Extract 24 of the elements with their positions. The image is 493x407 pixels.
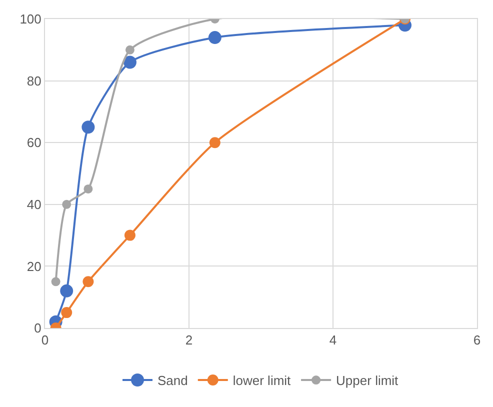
legend-label: Sand	[158, 373, 188, 388]
x-tick-label: 4	[329, 332, 337, 348]
point	[123, 56, 136, 69]
point	[60, 284, 74, 298]
point	[125, 45, 134, 54]
point	[62, 200, 72, 209]
y-tick-label: 20	[26, 258, 42, 274]
point	[124, 230, 136, 241]
point	[51, 277, 60, 286]
y-tick-label: 60	[26, 135, 42, 150]
point	[84, 184, 93, 194]
point	[209, 137, 220, 148]
y-tick-label: 40	[26, 196, 42, 212]
y-tick-label: 80	[26, 73, 42, 88]
x-tick-label: 2	[185, 332, 193, 348]
y-tick-label: 0	[34, 320, 42, 336]
point	[82, 120, 95, 134]
legend-label: lower limit	[232, 373, 292, 388]
y-tick-label: 100	[20, 12, 42, 27]
legend-label: Upper limit	[336, 373, 399, 388]
point	[61, 307, 72, 318]
x-tick-label: 6	[473, 332, 481, 348]
point	[208, 31, 222, 44]
point	[82, 276, 94, 288]
